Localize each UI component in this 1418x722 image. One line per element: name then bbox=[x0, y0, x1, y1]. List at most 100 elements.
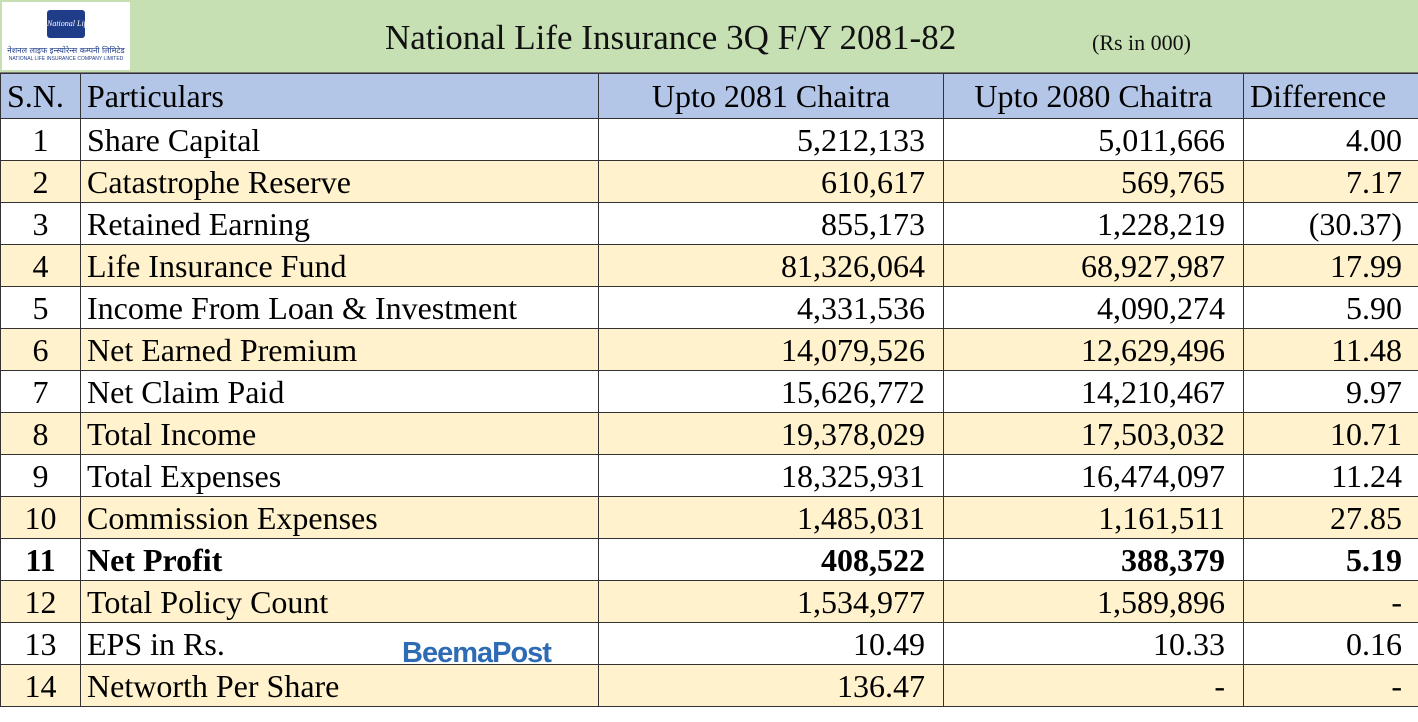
table-cell: 10.71 bbox=[1243, 412, 1418, 455]
table-row: 9 Total Expenses 18,325,931 16,474,097 11.24 bbox=[0, 454, 1418, 497]
column-header: S.N. bbox=[0, 73, 81, 119]
table-cell: 18,325,931 bbox=[598, 454, 944, 497]
table-cell: 16,474,097 bbox=[943, 454, 1244, 497]
table-row: 4 Life Insurance Fund 81,326,064 68,927,987… bbox=[0, 244, 1418, 287]
title: National Life Insurance 3Q F/Y 2081-82 bbox=[385, 18, 957, 57]
table-cell: 81,326,064 bbox=[598, 244, 944, 287]
table-cell: EPS in Rs. bbox=[80, 622, 599, 665]
logo-nepali: नेशनल लाइफ इन्स्योरेन्स कम्पनी लिमिटेड bbox=[7, 46, 125, 55]
table-row: 5 Income From Loan & Investment 4,331,536 4… bbox=[0, 286, 1418, 329]
table-cell: 14,210,467 bbox=[943, 370, 1244, 413]
watermark: BeemaPost bbox=[402, 637, 552, 669]
table-cell: Life Insurance Fund bbox=[80, 244, 599, 287]
table-cell: 9.97 bbox=[1243, 370, 1418, 413]
table-cell: Total Expenses bbox=[80, 454, 599, 497]
table-cell: 855,173 bbox=[598, 202, 944, 245]
table-cell: 11.48 bbox=[1243, 328, 1418, 371]
table-cell: 15,626,772 bbox=[598, 370, 944, 413]
table-cell: 9 bbox=[0, 454, 81, 497]
table-cell: Catastrophe Reserve bbox=[80, 160, 599, 203]
column-header: Particulars bbox=[80, 73, 599, 119]
column-header: Difference bbox=[1243, 73, 1418, 119]
table-cell: Networth Per Share bbox=[80, 664, 599, 707]
table-cell: 5.19 bbox=[1243, 538, 1418, 581]
table-cell: - bbox=[1243, 664, 1418, 707]
table-cell: 12 bbox=[0, 580, 81, 623]
column-header: Upto 2081 Chaitra bbox=[598, 73, 944, 119]
table-cell: 408,522 bbox=[598, 538, 944, 581]
table-cell: Income From Loan & Investment bbox=[80, 286, 599, 329]
table-cell: Retained Earning bbox=[80, 202, 599, 245]
table-cell: Net Claim Paid bbox=[80, 370, 599, 413]
table-cell: 17.99 bbox=[1243, 244, 1418, 287]
table-cell: Total Income bbox=[80, 412, 599, 455]
table-cell: 136.47 bbox=[598, 664, 944, 707]
table-row: 8 Total Income 19,378,029 17,503,032 10.71 bbox=[0, 412, 1418, 455]
table-row: 3 Retained Earning 855,173 1,228,219 (30.37) bbox=[0, 202, 1418, 245]
table-row: 2 Catastrophe Reserve 610,617 569,765 7.17 bbox=[0, 160, 1418, 203]
table-cell: Total Policy Count bbox=[80, 580, 599, 623]
logo: National Life नेशनल लाइफ इन्स्योरेन्स कम… bbox=[2, 2, 130, 70]
table-cell: 1,589,896 bbox=[943, 580, 1244, 623]
table-row: 1 Share Capital 5,212,133 5,011,666 4.00 bbox=[0, 118, 1418, 161]
table-cell: 10.49 bbox=[598, 622, 944, 665]
table-cell: Share Capital bbox=[80, 118, 599, 161]
table-cell: 13 bbox=[0, 622, 81, 665]
table-cell: 4,331,536 bbox=[598, 286, 944, 329]
table-cell: 1,485,031 bbox=[598, 496, 944, 539]
table-cell: 4.00 bbox=[1243, 118, 1418, 161]
column-header: Upto 2080 Chaitra bbox=[943, 73, 1244, 119]
table-cell: 569,765 bbox=[943, 160, 1244, 203]
table-cell: 388,379 bbox=[943, 538, 1244, 581]
table-cell: 27.85 bbox=[1243, 496, 1418, 539]
table-cell: 4 bbox=[0, 244, 81, 287]
table-cell: 5 bbox=[0, 286, 81, 329]
table-row: 12 Total Policy Count 1,534,977 1,589,896- bbox=[0, 580, 1418, 623]
table-cell: 1,161,511 bbox=[943, 496, 1244, 539]
table-cell: 14 bbox=[0, 664, 81, 707]
table: S.N. Particulars Upto 2081 Chaitra Upto 208… bbox=[0, 73, 1418, 707]
header: National Life नेशनल लाइफ इन्स्योरेन्स कम… bbox=[0, 0, 1418, 73]
table-cell: Net Profit bbox=[80, 538, 599, 581]
table-cell: 2 bbox=[0, 160, 81, 203]
header-row: S.N. Particulars Upto 2081 Chaitra Upto 208… bbox=[0, 73, 1418, 119]
table-cell: 7 bbox=[0, 370, 81, 413]
table-cell: 17,503,032 bbox=[943, 412, 1244, 455]
table-cell: - bbox=[1243, 580, 1418, 623]
table-cell: 610,617 bbox=[598, 160, 944, 203]
table-cell: 1,534,977 bbox=[598, 580, 944, 623]
table-cell: 1 bbox=[0, 118, 81, 161]
table-row: 6 Net Earned Premium 14,079,526 12,629,496 1… bbox=[0, 328, 1418, 371]
table-row: 7 Net Claim Paid 15,626,772 14,210,467 9.97 bbox=[0, 370, 1418, 413]
table-cell: 12,629,496 bbox=[943, 328, 1244, 371]
table-row: 11 Net Profit 408,522 388,379 5.19 bbox=[0, 538, 1418, 581]
table-cell: 8 bbox=[0, 412, 81, 455]
table-cell: 10.33 bbox=[943, 622, 1244, 665]
table-cell: 5,011,666 bbox=[943, 118, 1244, 161]
table-cell: 0.16 bbox=[1243, 622, 1418, 665]
table-cell: 6 bbox=[0, 328, 81, 371]
table-cell: 11 bbox=[0, 538, 81, 581]
table-cell: 7.17 bbox=[1243, 160, 1418, 203]
table-cell: 4,090,274 bbox=[943, 286, 1244, 329]
table-cell: 11.24 bbox=[1243, 454, 1418, 497]
logo-english: NATIONAL LIFE INSURANCE COMPANY LIMITED bbox=[8, 56, 124, 62]
table-cell: 1,228,219 bbox=[943, 202, 1244, 245]
table-row: 10 Commission Expenses 1,485,031 1,161,511 2… bbox=[0, 496, 1418, 539]
table-cell: Commission Expenses bbox=[80, 496, 599, 539]
table-cell: 5.90 bbox=[1243, 286, 1418, 329]
table-cell: (30.37) bbox=[1243, 202, 1418, 245]
table-row: 13 EPS in Rs. 10.49 10.33 0.16 bbox=[0, 622, 1418, 665]
table-cell: Net Earned Premium bbox=[80, 328, 599, 371]
logo-brand: National Life bbox=[47, 10, 85, 38]
table-cell: 14,079,526 bbox=[598, 328, 944, 371]
table-cell: 3 bbox=[0, 202, 81, 245]
table-row: 14 Networth Per Share 136.47- - bbox=[0, 664, 1418, 707]
table-cell: 10 bbox=[0, 496, 81, 539]
unit: (Rs in 000) bbox=[1092, 30, 1191, 55]
table-cell: 19,378,029 bbox=[598, 412, 944, 455]
table-body: 1 Share Capital 5,212,133 5,011,666 4.00 2 Cat… bbox=[0, 118, 1418, 707]
table-cell: 5,212,133 bbox=[598, 118, 944, 161]
table-cell: - bbox=[943, 664, 1244, 707]
